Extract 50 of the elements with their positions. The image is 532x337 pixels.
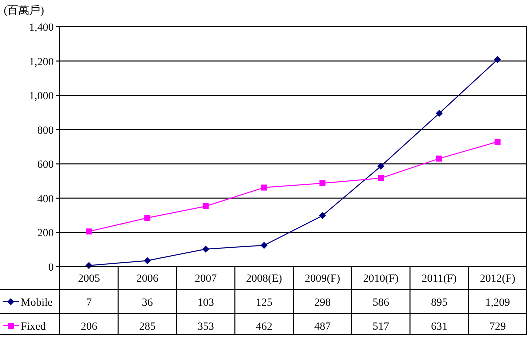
data-label: 7 — [86, 297, 92, 309]
point — [202, 246, 210, 253]
data-label: 586 — [372, 297, 390, 309]
legend-label: Fixed — [21, 321, 47, 333]
legend-label: Mobile — [21, 297, 53, 309]
data-label: 895 — [431, 297, 448, 309]
x-tick-label: 2012(F) — [480, 273, 516, 285]
point — [260, 242, 268, 250]
data-label: 517 — [372, 321, 390, 333]
data-label: 103 — [198, 297, 215, 309]
x-tick-label: 2011(F) — [422, 273, 458, 285]
point — [202, 203, 209, 210]
y-tick-label: 1,200 — [29, 56, 54, 68]
data-label: 729 — [490, 321, 507, 333]
y-tick-label: 1,400 — [29, 22, 54, 34]
x-tick-label: 2005 — [78, 273, 101, 285]
data-label: 125 — [256, 297, 274, 309]
y-tick-label: 600 — [38, 159, 54, 172]
y-tick-label: 0 — [48, 262, 54, 274]
data-label: 285 — [139, 321, 156, 333]
point — [144, 215, 151, 222]
x-tick-label: 2008(E) — [246, 273, 283, 285]
data-label: 631 — [431, 321, 448, 333]
point — [436, 156, 442, 162]
data-label: 206 — [80, 321, 98, 333]
point — [144, 257, 152, 264]
data-label: 462 — [256, 321, 273, 333]
y-tick-label: 1,000 — [29, 90, 54, 103]
x-tick-label: 2006 — [136, 273, 160, 285]
y-axis-title: (百萬戶) — [4, 4, 45, 17]
data-label: 298 — [314, 297, 332, 309]
point — [320, 180, 326, 187]
point — [378, 175, 384, 182]
point — [261, 184, 268, 191]
point — [494, 56, 502, 64]
y-tick-label: 400 — [38, 193, 54, 206]
data-label: 487 — [314, 321, 332, 333]
data-label: 353 — [198, 321, 215, 333]
point — [319, 212, 326, 220]
y-tick-label: 200 — [38, 228, 54, 240]
point — [436, 110, 443, 118]
point — [378, 163, 385, 170]
data-label: 36 — [142, 297, 154, 309]
x-tick-label: 2010(F) — [363, 273, 400, 285]
x-tick-label: 2009(F) — [304, 273, 341, 285]
x-tick-label: 2007 — [194, 273, 218, 285]
point — [86, 228, 92, 235]
point — [494, 139, 501, 146]
data-label: 1,209 — [485, 297, 511, 309]
y-tick-label: 800 — [38, 124, 54, 137]
